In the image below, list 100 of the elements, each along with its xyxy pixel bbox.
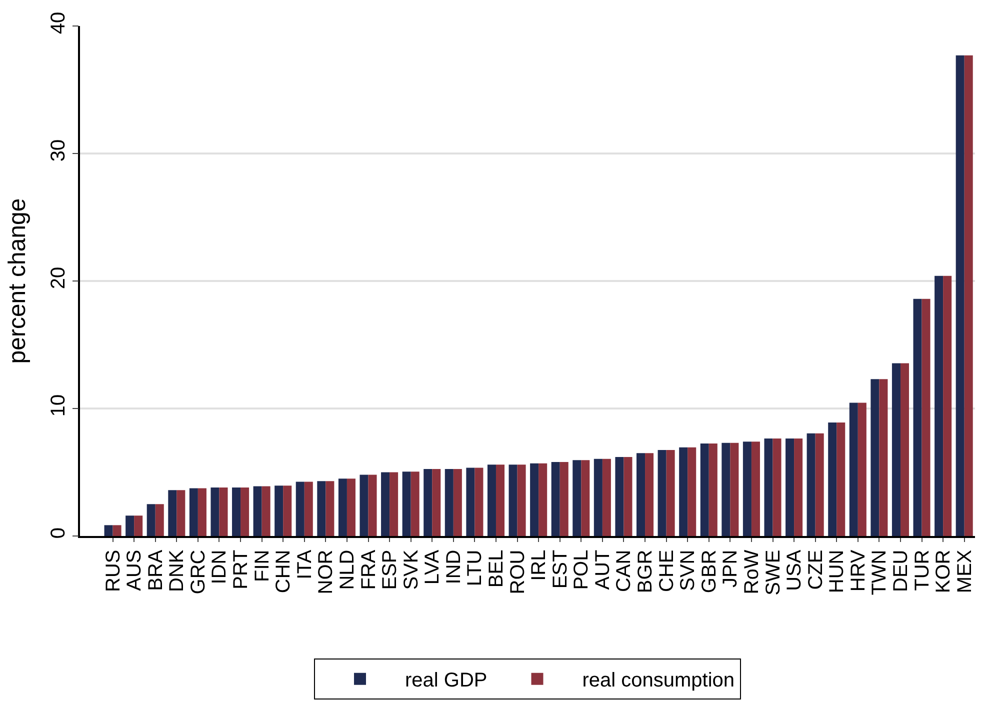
x-tick-label: CZE bbox=[804, 550, 827, 590]
bar bbox=[786, 438, 794, 536]
bar bbox=[390, 472, 398, 536]
bar bbox=[240, 488, 250, 536]
y-tick-label: 10 bbox=[47, 394, 70, 417]
x-tick-label: TWN bbox=[868, 550, 891, 596]
bar bbox=[253, 486, 262, 536]
bar bbox=[444, 469, 454, 536]
bar bbox=[679, 447, 688, 536]
bar bbox=[530, 463, 539, 536]
x-tick-label: NOR bbox=[315, 550, 338, 594]
bar bbox=[538, 463, 548, 536]
bar bbox=[317, 481, 326, 536]
bar bbox=[262, 486, 270, 536]
bar bbox=[146, 504, 156, 536]
x-tick-label: LTU bbox=[464, 550, 486, 586]
x-tick-label: ROU bbox=[506, 550, 529, 594]
bar bbox=[424, 469, 432, 536]
bar bbox=[410, 472, 420, 536]
bar bbox=[508, 464, 518, 536]
bar bbox=[645, 453, 654, 536]
bar bbox=[155, 504, 164, 536]
bar bbox=[870, 379, 880, 536]
x-tick-label: DNK bbox=[166, 549, 188, 592]
x-tick-label: HRV bbox=[847, 549, 870, 592]
x-tick-label: CAN bbox=[613, 550, 636, 592]
bar bbox=[956, 55, 964, 536]
bar bbox=[219, 488, 228, 536]
bar bbox=[189, 488, 198, 536]
bar bbox=[806, 433, 816, 536]
x-tick-label: USA bbox=[784, 549, 806, 591]
bar bbox=[636, 453, 646, 536]
bar bbox=[210, 488, 220, 536]
bar bbox=[487, 464, 496, 536]
bar bbox=[658, 450, 666, 536]
y-tick-label: 0 bbox=[47, 527, 70, 539]
x-tick-label: MEX bbox=[954, 550, 976, 594]
bar bbox=[688, 447, 696, 536]
x-tick-label: ITA bbox=[294, 549, 316, 580]
bar bbox=[764, 438, 773, 536]
x-tick-label: GRC bbox=[187, 550, 210, 594]
legend-label: real GDP bbox=[405, 670, 488, 692]
bar bbox=[879, 379, 888, 536]
bar bbox=[964, 55, 973, 536]
bar bbox=[134, 516, 143, 536]
bar bbox=[474, 468, 484, 536]
bar bbox=[296, 482, 304, 536]
bar bbox=[594, 458, 602, 536]
bar bbox=[772, 438, 782, 536]
bar bbox=[402, 472, 411, 536]
y-tick-label: 40 bbox=[47, 12, 70, 34]
bar bbox=[913, 298, 922, 536]
x-tick-label: BGR bbox=[634, 550, 657, 594]
x-tick-label: SWE bbox=[762, 550, 784, 596]
x-tick-label: EST bbox=[549, 550, 572, 589]
bar bbox=[700, 444, 709, 536]
bar bbox=[112, 525, 122, 536]
bar bbox=[934, 276, 944, 536]
bar bbox=[624, 456, 632, 536]
bar bbox=[922, 298, 930, 536]
y-axis-title: percent change bbox=[4, 198, 31, 364]
legend-label: real consumption bbox=[582, 670, 735, 692]
bar bbox=[198, 488, 206, 536]
x-tick-label: SVN bbox=[677, 550, 700, 591]
x-tick-label: CHN bbox=[272, 550, 295, 594]
bar bbox=[126, 516, 134, 536]
bar bbox=[432, 469, 441, 536]
bar bbox=[751, 442, 760, 536]
bar bbox=[104, 525, 113, 536]
bar bbox=[176, 490, 186, 536]
x-tick-label: AUT bbox=[592, 550, 614, 590]
x-tick-label: RoW bbox=[740, 550, 763, 594]
x-tick-label: GBR bbox=[698, 550, 720, 594]
x-tick-label: DEU bbox=[890, 550, 912, 592]
x-tick-label: SVK bbox=[400, 549, 422, 590]
bar bbox=[722, 442, 730, 536]
bar bbox=[581, 460, 590, 536]
bar bbox=[849, 402, 858, 536]
bar bbox=[338, 478, 347, 536]
bar bbox=[794, 438, 803, 536]
bar bbox=[168, 490, 177, 536]
bar bbox=[615, 456, 624, 536]
bar bbox=[943, 276, 952, 536]
bar bbox=[892, 363, 900, 536]
x-tick-label: FIN bbox=[251, 550, 274, 582]
bar bbox=[730, 442, 739, 536]
x-tick-label: BRA bbox=[144, 549, 167, 591]
x-tick-label: POL bbox=[570, 550, 593, 590]
bar bbox=[815, 433, 824, 536]
bar bbox=[666, 450, 675, 536]
x-tick-label: ESP bbox=[379, 550, 402, 590]
bar bbox=[466, 468, 475, 536]
x-tick-label: HUN bbox=[826, 550, 848, 594]
x-tick-label: LVA bbox=[422, 549, 444, 585]
bar bbox=[326, 481, 334, 536]
bar bbox=[368, 474, 377, 536]
bar bbox=[742, 442, 752, 536]
bar bbox=[381, 472, 390, 536]
bar bbox=[517, 464, 526, 536]
bar bbox=[232, 488, 241, 536]
